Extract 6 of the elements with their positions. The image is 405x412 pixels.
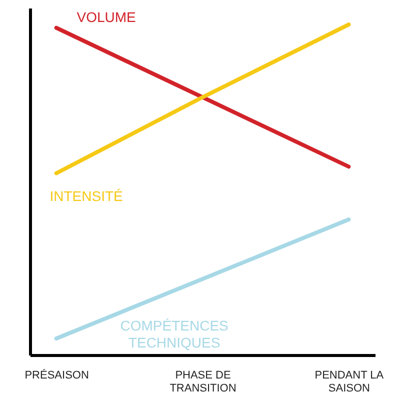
series-label: VOLUME (76, 8, 136, 25)
x-tick-label: PRÉSAISON (24, 368, 89, 382)
x-tick-label: PENDANT LA SAISON (314, 370, 384, 394)
series-label: COMPÉTENCES TECHNIQUES (120, 317, 228, 350)
x-tick-label: PHASE DE TRANSITION (170, 370, 236, 394)
series-label: INTENSITÉ (50, 188, 123, 204)
